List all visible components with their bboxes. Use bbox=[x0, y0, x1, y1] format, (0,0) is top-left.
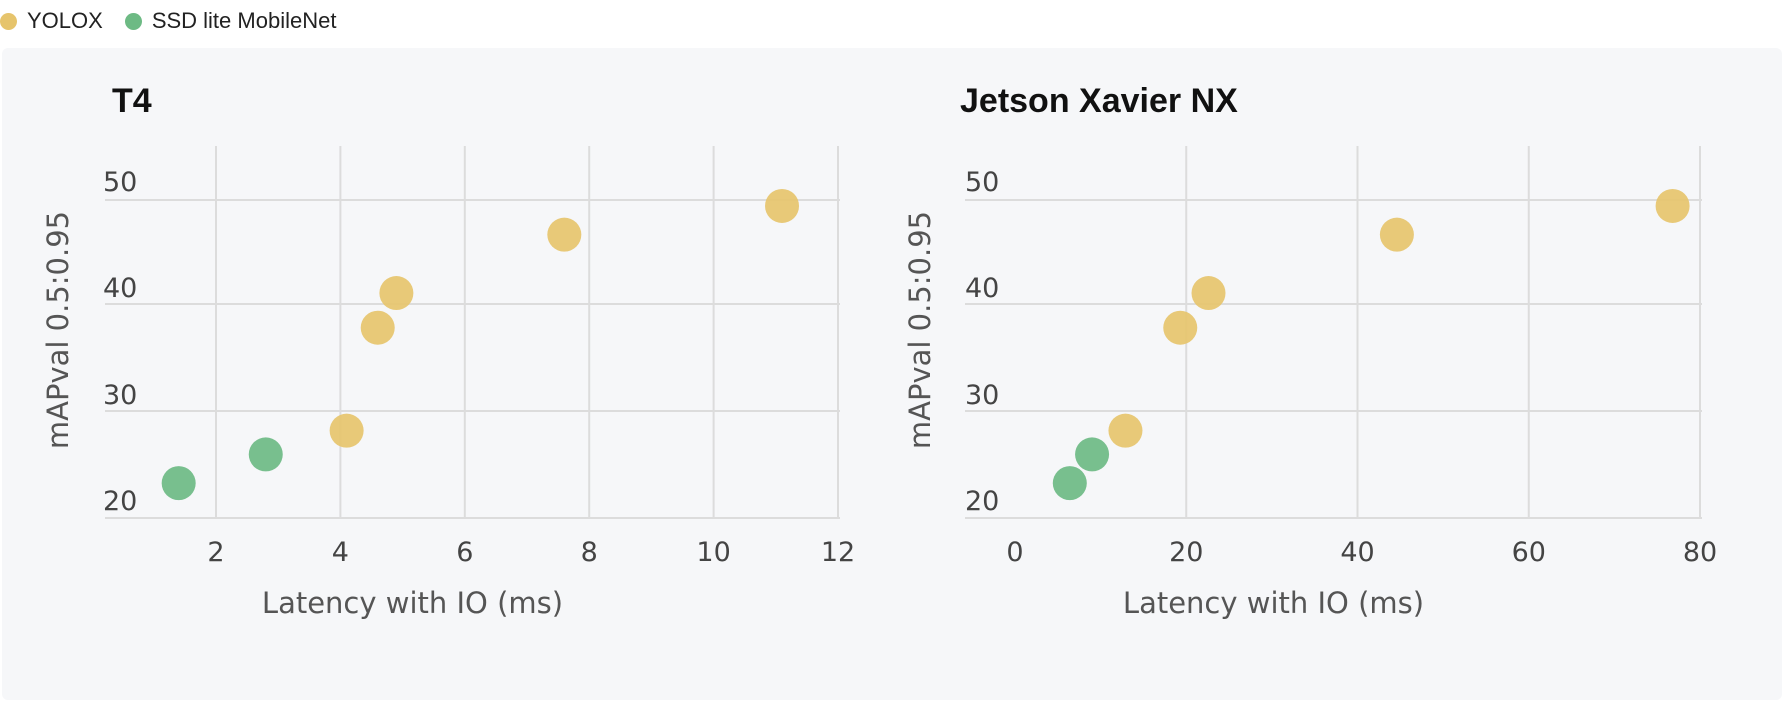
chart-panel bbox=[2, 48, 1782, 700]
y-axis-label: mAPval 0.5:0.95 bbox=[903, 211, 937, 449]
data-point bbox=[1379, 217, 1414, 252]
x-tick-label: 20 bbox=[1169, 537, 1203, 568]
y-tick-label: 20 bbox=[103, 486, 137, 517]
x-tick-label: 2 bbox=[207, 537, 224, 568]
y-tick-label: 30 bbox=[103, 380, 137, 411]
data-point bbox=[765, 188, 800, 223]
y-tick-label: 50 bbox=[103, 167, 137, 198]
data-point bbox=[1108, 413, 1143, 448]
data-point bbox=[1655, 188, 1690, 223]
data-point bbox=[360, 310, 395, 345]
y-tick-label: 20 bbox=[965, 486, 999, 517]
legend-item-ssd: SSD lite MobileNet bbox=[124, 8, 337, 34]
legend-label-ssd: SSD lite MobileNet bbox=[151, 8, 337, 33]
x-tick-label: 6 bbox=[456, 537, 473, 568]
data-point bbox=[547, 217, 582, 252]
y-tick-label: 40 bbox=[965, 273, 999, 304]
x-tick-label: 80 bbox=[1683, 537, 1717, 568]
legend-swatch-ssd bbox=[124, 12, 142, 30]
y-tick-label: 40 bbox=[103, 273, 137, 304]
legend-swatch-yolox bbox=[0, 12, 17, 30]
data-point bbox=[1163, 310, 1198, 345]
y-tick-label: 50 bbox=[965, 167, 999, 198]
data-point bbox=[161, 466, 196, 501]
x-tick-label: 8 bbox=[581, 537, 598, 568]
legend-item-yolox: YOLOX bbox=[0, 8, 103, 34]
data-point bbox=[1191, 276, 1226, 311]
data-point bbox=[1075, 437, 1110, 472]
y-axis-label: mAPval 0.5:0.95 bbox=[41, 211, 75, 449]
chart-title: Jetson Xavier NX bbox=[960, 82, 1238, 120]
data-point bbox=[379, 276, 414, 311]
chart-title: T4 bbox=[112, 82, 152, 120]
x-tick-label: 60 bbox=[1512, 537, 1546, 568]
x-tick-label: 12 bbox=[821, 537, 855, 568]
y-tick-label: 30 bbox=[965, 380, 999, 411]
x-axis-label: Latency with IO (ms) bbox=[1123, 586, 1424, 620]
legend-label-yolox: YOLOX bbox=[27, 8, 103, 33]
data-point bbox=[248, 437, 283, 472]
x-axis-label: Latency with IO (ms) bbox=[262, 586, 563, 620]
x-tick-label: 10 bbox=[696, 537, 730, 568]
legend: YOLOX SSD lite MobileNet bbox=[0, 6, 358, 36]
x-tick-label: 0 bbox=[1006, 537, 1023, 568]
x-tick-label: 40 bbox=[1340, 537, 1374, 568]
data-point bbox=[329, 413, 364, 448]
x-tick-label: 4 bbox=[332, 537, 349, 568]
data-point bbox=[1052, 466, 1087, 501]
chart-1: T4 20 30 40 50 2 4 6 8 10 12 Latency with IO (ms) mA… bbox=[41, 82, 855, 620]
